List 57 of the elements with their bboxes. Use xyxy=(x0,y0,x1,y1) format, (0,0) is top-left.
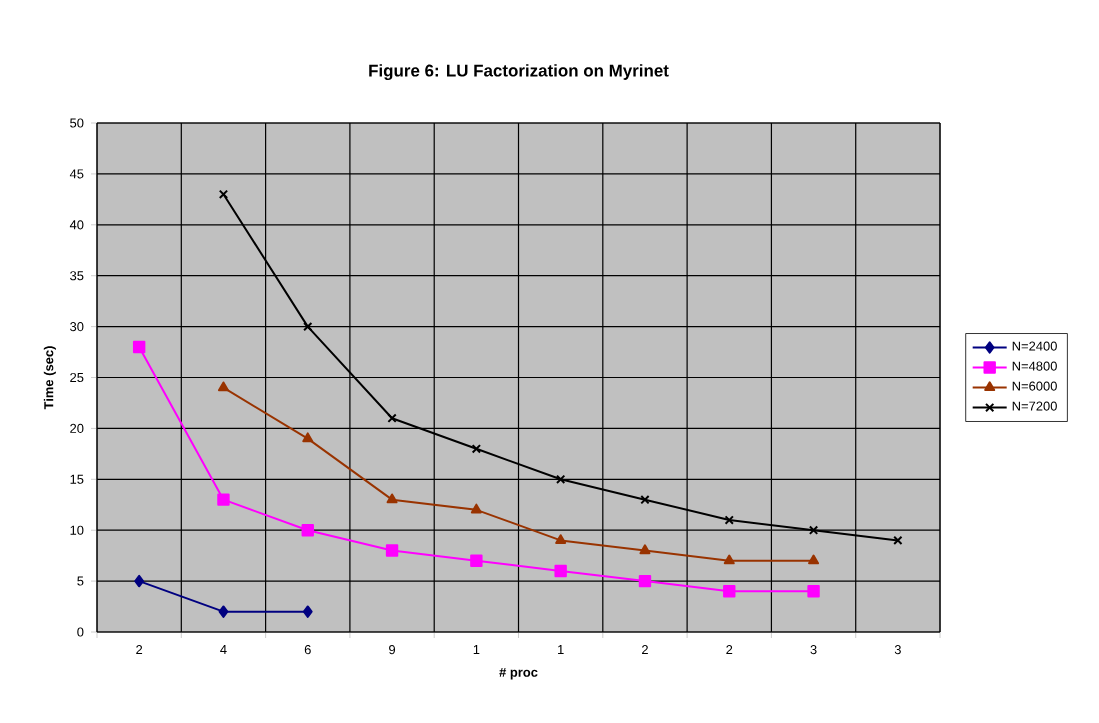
point xyxy=(134,574,145,588)
point xyxy=(471,444,482,454)
x-tick-label: 2 xyxy=(726,645,733,655)
point xyxy=(303,321,313,332)
x-tick-label: 3 xyxy=(810,645,817,655)
x-tick-label: 2 xyxy=(136,645,143,655)
point xyxy=(638,574,652,588)
legend-label: N=2400 xyxy=(1012,341,1057,351)
y-tick-label: 25 xyxy=(70,372,84,383)
point xyxy=(893,535,903,546)
point xyxy=(302,432,314,443)
point xyxy=(132,340,146,354)
point xyxy=(301,524,314,537)
x-tick-label: 6 xyxy=(304,645,311,655)
x-tick-label: 4 xyxy=(220,645,227,654)
y-tick-label: 20 xyxy=(70,423,84,433)
x-tick-label: 3 xyxy=(894,645,901,655)
point xyxy=(555,534,567,544)
x-tick-label: 1 xyxy=(473,645,480,654)
point xyxy=(554,564,567,578)
y-tick-label: 40 xyxy=(69,220,84,230)
point xyxy=(640,494,650,505)
point xyxy=(218,189,229,199)
chart-title: Figure 6: LU Factorization on Myrinet xyxy=(369,64,669,81)
point xyxy=(218,605,229,618)
point xyxy=(470,503,482,514)
point xyxy=(217,381,229,392)
y-tick-label: 35 xyxy=(70,271,84,281)
y-tick-label: 30 xyxy=(70,322,84,332)
point xyxy=(724,515,734,525)
y-tick-label: 0 xyxy=(77,627,84,637)
point xyxy=(808,554,820,565)
point xyxy=(555,474,566,484)
y-axis-title: Time (sec) xyxy=(43,346,56,410)
point xyxy=(808,525,819,535)
legend-label: N=6000 xyxy=(1012,381,1057,391)
y-tick-label: 45 xyxy=(69,169,84,179)
x-tick-label: 1 xyxy=(558,645,564,654)
point xyxy=(639,544,651,555)
point xyxy=(302,605,313,618)
point xyxy=(470,554,483,567)
x-tick-label: 2 xyxy=(642,645,648,655)
point xyxy=(723,554,735,565)
legend-label: N=4800 xyxy=(1012,361,1057,371)
point xyxy=(386,493,398,504)
x-axis-title: # proc xyxy=(499,667,538,680)
y-tick-label: 5 xyxy=(77,576,84,586)
legend-label: N=7200 xyxy=(1012,401,1057,411)
point xyxy=(385,544,399,557)
x-tick-label: 9 xyxy=(389,645,396,655)
point xyxy=(387,413,397,423)
point xyxy=(217,493,230,506)
y-tick-label: 10 xyxy=(70,525,84,535)
y-tick-label: 50 xyxy=(70,118,84,128)
y-tick-label: 15 xyxy=(70,474,84,484)
point xyxy=(723,585,736,598)
point xyxy=(807,585,820,598)
